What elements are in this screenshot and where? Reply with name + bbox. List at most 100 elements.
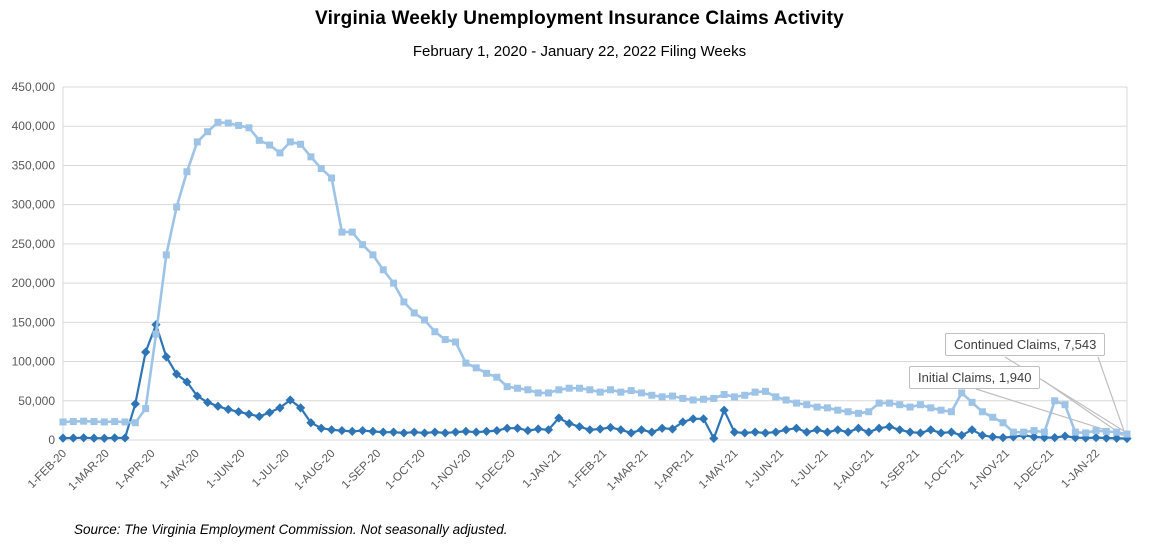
initial-claims-marker xyxy=(977,430,987,440)
continued-claims-marker xyxy=(266,141,274,149)
initial-claims-marker xyxy=(1122,433,1132,444)
continued-claims-marker xyxy=(111,418,119,426)
continued-claims-marker xyxy=(658,393,666,401)
continued-claims-callout: Continued Claims, 7,543 xyxy=(945,333,1106,356)
continued-claims-marker xyxy=(1040,428,1048,436)
y-axis-tick-label: 100,000 xyxy=(12,355,56,369)
initial-claims-marker xyxy=(130,399,140,409)
continued-claims-marker xyxy=(286,138,294,146)
initial-claims-marker xyxy=(1060,431,1070,441)
initial-claims-marker xyxy=(554,413,564,423)
x-axis-tick-label: 1-MAY-21 xyxy=(697,448,741,492)
initial-claims-marker xyxy=(543,425,554,435)
initial-claims-marker xyxy=(853,423,864,433)
continued-claims-marker xyxy=(1030,427,1038,435)
x-axis-tick-label: 1-JAN-22 xyxy=(1059,448,1102,491)
initial-claims-marker xyxy=(471,427,481,437)
x-axis-tick-label: 1-SEP-21 xyxy=(878,448,922,492)
initial-claims-marker xyxy=(1029,432,1039,442)
y-axis-tick-label: 50,000 xyxy=(18,394,55,408)
continued-claims-marker xyxy=(576,384,584,392)
continued-claims-marker xyxy=(204,128,212,136)
continued-claims-marker xyxy=(865,408,873,416)
initial-claims-marker xyxy=(791,423,802,433)
initial-callout-leader-line xyxy=(975,388,1124,437)
x-axis-tick-label: 1-MAR-20 xyxy=(66,448,112,494)
continued-claims-marker xyxy=(720,391,728,399)
initial-claims-marker xyxy=(988,432,998,442)
initial-claims-marker xyxy=(926,425,936,435)
continued-claims-marker xyxy=(834,406,842,414)
continued-claims-marker xyxy=(421,316,429,324)
initial-claims-marker xyxy=(68,433,78,443)
initial-claims-marker xyxy=(833,425,843,435)
initial-claims-marker xyxy=(502,423,512,433)
initial-claims-marker xyxy=(688,414,698,424)
x-axis-tick-label: 1-JUL-20 xyxy=(250,448,292,490)
continued-claims-marker xyxy=(431,328,439,336)
initial-claims-marker xyxy=(440,428,450,438)
continued-claims-marker xyxy=(276,149,284,157)
continued-claims-marker xyxy=(100,418,108,426)
initial-claims-marker xyxy=(79,433,89,443)
initial-claims-marker xyxy=(450,427,461,437)
initial-claims-marker xyxy=(512,423,523,433)
continued-claims-marker xyxy=(751,388,759,396)
continued-claims-marker xyxy=(514,384,522,392)
initial-claims-marker xyxy=(326,425,337,435)
continued-claims-marker xyxy=(710,394,718,402)
initial-claims-marker xyxy=(182,377,192,387)
initial-claims-marker xyxy=(740,428,750,438)
x-axis-tick-label: 1-JAN-21 xyxy=(521,448,564,491)
x-axis-tick-label: 1-NOV-20 xyxy=(429,448,474,493)
initial-callout-leader-line xyxy=(1043,380,1124,436)
continued-claims-marker xyxy=(255,136,263,144)
initial-claims-callout: Initial Claims, 1,940 xyxy=(909,366,1041,389)
initial-claims-marker xyxy=(729,427,740,437)
continued-claims-marker xyxy=(235,121,243,129)
initial-claims-marker xyxy=(275,403,285,413)
continued-claims-marker xyxy=(359,241,367,249)
continued-claims-marker xyxy=(162,251,170,259)
continued-claims-marker xyxy=(317,165,325,173)
continued-claims-marker xyxy=(699,395,707,403)
x-axis-tick-label: 1-JUN-21 xyxy=(743,448,786,491)
continued-claims-marker xyxy=(1020,428,1028,436)
y-axis-tick-label: 400,000 xyxy=(12,119,56,133)
initial-claims-marker xyxy=(1050,433,1060,443)
initial-claims-marker xyxy=(99,433,109,443)
continued-claims-marker xyxy=(152,330,160,338)
x-axis-tick-label: 1-FEB-21 xyxy=(566,448,609,491)
continued-claims-marker xyxy=(142,405,150,413)
x-axis-tick-label: 1-APR-20 xyxy=(113,448,157,492)
initial-claims-marker xyxy=(895,425,905,435)
initial-claims-marker xyxy=(812,425,822,435)
continued-claims-marker xyxy=(545,389,553,397)
initial-claims-marker xyxy=(616,425,626,435)
x-axis-tick-label: 1-DEC-21 xyxy=(1012,448,1057,493)
continued-claims-marker xyxy=(637,389,645,397)
continued-claims-marker xyxy=(369,251,377,259)
continued-claims-marker xyxy=(193,138,201,146)
x-axis-tick-label: 1-DEC-20 xyxy=(473,448,518,493)
initial-claims-marker xyxy=(316,423,326,433)
continued-claims-marker xyxy=(534,389,542,397)
continued-claims-marker xyxy=(379,266,387,274)
initial-claims-marker xyxy=(161,352,171,362)
continued-claims-marker xyxy=(348,228,356,236)
x-axis-tick-label: 1-APR-21 xyxy=(652,448,696,492)
continued-claims-marker xyxy=(761,387,769,395)
initial-claims-marker xyxy=(295,403,306,413)
continued-claims-marker xyxy=(741,391,749,399)
continued-claims-marker xyxy=(854,409,862,417)
initial-claims-marker xyxy=(213,401,223,411)
continued-claims-marker xyxy=(472,364,480,372)
continued-claims-marker xyxy=(1082,429,1090,437)
initial-claims-marker xyxy=(657,423,667,433)
x-axis-tick-label: 1-MAR-21 xyxy=(605,448,651,494)
initial-claims-marker xyxy=(822,427,833,437)
continued-claims-marker xyxy=(173,203,181,211)
initial-claims-marker xyxy=(1008,432,1018,442)
chart-subtitle: February 1, 2020 - January 22, 2022 Fili… xyxy=(412,43,747,60)
continued-claims-marker xyxy=(307,153,315,161)
